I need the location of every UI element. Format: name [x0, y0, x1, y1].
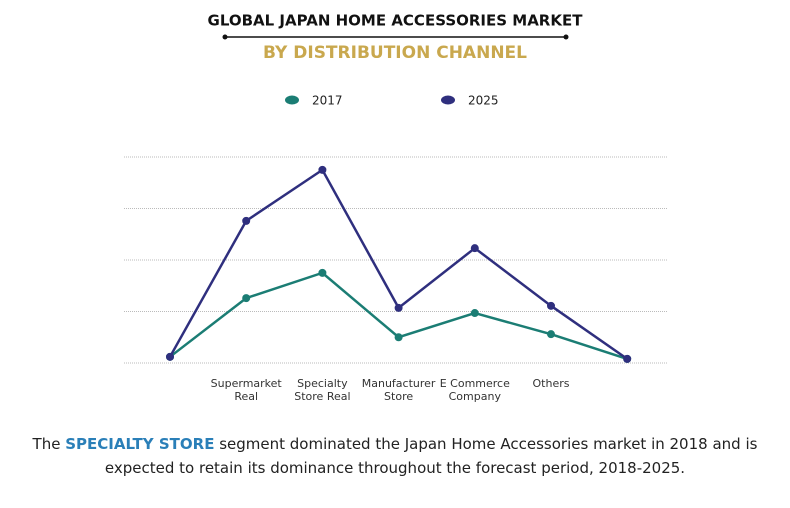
data-point — [547, 330, 555, 339]
series-line — [169, 271, 628, 361]
data-point — [242, 216, 251, 225]
x-tick-label: Specialty Store Real — [294, 377, 350, 403]
x-tick-label: Others — [533, 377, 570, 390]
legend-swatch — [441, 95, 455, 105]
rule-dot — [563, 34, 569, 40]
data-point — [318, 165, 327, 174]
rule-dot — [222, 34, 228, 40]
series-line — [168, 168, 628, 360]
footer-after: segment dominated the Japan Home Accesso… — [104, 435, 758, 477]
chart-subtitle: BY DISTRIBUTION CHANNEL — [263, 43, 527, 63]
data-point — [242, 294, 251, 303]
x-tick-label: Manufacturer Store — [362, 377, 436, 403]
data-point — [394, 333, 403, 342]
data-point — [318, 268, 327, 277]
data-point — [166, 352, 174, 361]
footer-highlight: SPECIALTY STORE — [65, 435, 215, 453]
x-tick-label: E Commerce Company — [440, 377, 510, 403]
data-point — [547, 301, 555, 310]
legend-label: 2017 — [312, 94, 343, 108]
data-point — [394, 303, 403, 312]
legend-label: 2025 — [468, 94, 499, 108]
footer-text: The SPECIALTY STORE segment dominated th… — [0, 432, 790, 480]
data-point — [623, 354, 632, 363]
chart-title: GLOBAL JAPAN HOME ACCESSORIES MARKET — [208, 12, 584, 30]
footer-before: The — [32, 435, 66, 453]
data-point — [470, 309, 479, 318]
x-tick-label: Supermarket Real — [211, 377, 283, 403]
data-point — [470, 244, 479, 253]
legend-swatch — [285, 95, 299, 105]
